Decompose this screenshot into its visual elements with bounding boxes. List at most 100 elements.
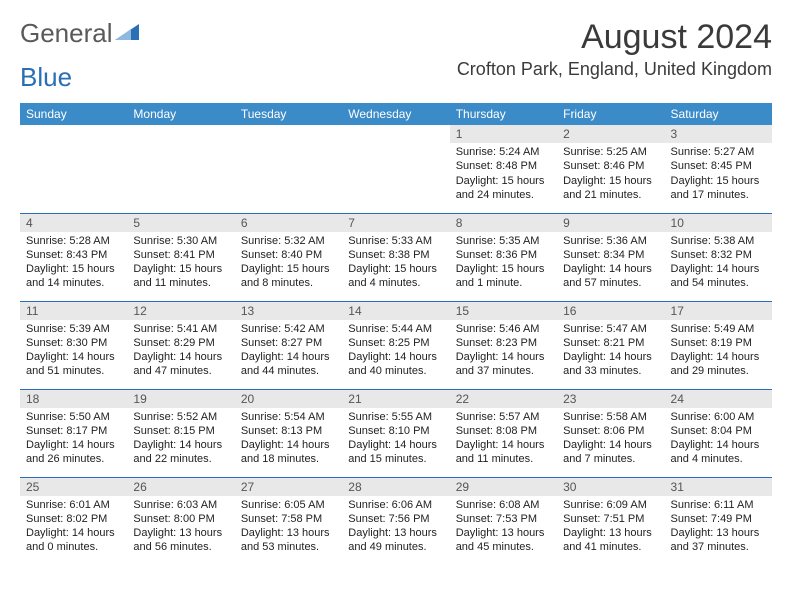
day-details: Sunrise: 6:05 AMSunset: 7:58 PMDaylight:… — [235, 496, 342, 559]
daylight-text: Daylight: 13 hours and 56 minutes. — [133, 526, 228, 555]
daylight-text: Daylight: 13 hours and 49 minutes. — [348, 526, 443, 555]
weekday-header: Saturday — [665, 103, 772, 125]
title-block: August 2024 Crofton Park, England, Unite… — [457, 18, 772, 80]
day-details: Sunrise: 5:35 AMSunset: 8:36 PMDaylight:… — [450, 232, 557, 295]
sunset-text: Sunset: 8:46 PM — [563, 159, 658, 173]
sunrise-text: Sunrise: 5:24 AM — [456, 145, 551, 159]
sunrise-text: Sunrise: 5:25 AM — [563, 145, 658, 159]
brand-word-1: General — [20, 18, 113, 49]
day-details: Sunrise: 5:50 AMSunset: 8:17 PMDaylight:… — [20, 408, 127, 471]
sunset-text: Sunset: 8:48 PM — [456, 159, 551, 173]
daylight-text: Daylight: 14 hours and 57 minutes. — [563, 262, 658, 291]
sunset-text: Sunset: 8:36 PM — [456, 248, 551, 262]
daylight-text: Daylight: 15 hours and 24 minutes. — [456, 174, 551, 203]
daylight-text: Daylight: 14 hours and 7 minutes. — [563, 438, 658, 467]
day-number: 4 — [20, 214, 127, 232]
day-details: Sunrise: 5:27 AMSunset: 8:45 PMDaylight:… — [665, 143, 772, 206]
sunrise-text: Sunrise: 5:47 AM — [563, 322, 658, 336]
day-number: 25 — [20, 478, 127, 496]
day-number: 20 — [235, 390, 342, 408]
sunrise-text: Sunrise: 5:50 AM — [26, 410, 121, 424]
weekday-header: Sunday — [20, 103, 127, 125]
sunset-text: Sunset: 8:08 PM — [456, 424, 551, 438]
day-details: Sunrise: 5:57 AMSunset: 8:08 PMDaylight:… — [450, 408, 557, 471]
day-number — [235, 125, 342, 143]
sunset-text: Sunset: 7:56 PM — [348, 512, 443, 526]
calendar-table: Sunday Monday Tuesday Wednesday Thursday… — [20, 103, 772, 565]
daylight-text: Daylight: 15 hours and 17 minutes. — [671, 174, 766, 203]
day-number — [127, 125, 234, 143]
sunset-text: Sunset: 7:49 PM — [671, 512, 766, 526]
sunset-text: Sunset: 8:21 PM — [563, 336, 658, 350]
day-number: 8 — [450, 214, 557, 232]
sunset-text: Sunset: 7:51 PM — [563, 512, 658, 526]
calendar-day-cell: 22Sunrise: 5:57 AMSunset: 8:08 PMDayligh… — [450, 389, 557, 477]
weekday-header: Friday — [557, 103, 664, 125]
day-details: Sunrise: 6:00 AMSunset: 8:04 PMDaylight:… — [665, 408, 772, 471]
weekday-header: Wednesday — [342, 103, 449, 125]
calendar-day-cell: 6 Sunrise: 5:32 AMSunset: 8:40 PMDaylight… — [235, 213, 342, 301]
calendar-day-cell: 18Sunrise: 5:50 AMSunset: 8:17 PMDayligh… — [20, 389, 127, 477]
daylight-text: Daylight: 14 hours and 15 minutes. — [348, 438, 443, 467]
sunrise-text: Sunrise: 6:06 AM — [348, 498, 443, 512]
day-details: Sunrise: 5:52 AMSunset: 8:15 PMDaylight:… — [127, 408, 234, 471]
day-number: 7 — [342, 214, 449, 232]
day-number: 15 — [450, 302, 557, 320]
calendar-day-cell: 11Sunrise: 5:39 AMSunset: 8:30 PMDayligh… — [20, 301, 127, 389]
calendar-day-cell: 23Sunrise: 5:58 AMSunset: 8:06 PMDayligh… — [557, 389, 664, 477]
daylight-text: Daylight: 14 hours and 11 minutes. — [456, 438, 551, 467]
sunrise-text: Sunrise: 5:55 AM — [348, 410, 443, 424]
sunset-text: Sunset: 8:30 PM — [26, 336, 121, 350]
calendar-day-cell: 7Sunrise: 5:33 AMSunset: 8:38 PMDaylight… — [342, 213, 449, 301]
daylight-text: Daylight: 14 hours and 51 minutes. — [26, 350, 121, 379]
sunrise-text: Sunrise: 5:30 AM — [133, 234, 228, 248]
sunrise-text: Sunrise: 5:41 AM — [133, 322, 228, 336]
sunrise-text: Sunrise: 5:46 AM — [456, 322, 551, 336]
sunset-text: Sunset: 8:19 PM — [671, 336, 766, 350]
sunset-text: Sunset: 8:02 PM — [26, 512, 121, 526]
sunrise-text: Sunrise: 5:38 AM — [671, 234, 766, 248]
sunset-text: Sunset: 7:58 PM — [241, 512, 336, 526]
brand-logo: General — [20, 18, 141, 49]
sunrise-text: Sunrise: 6:11 AM — [671, 498, 766, 512]
daylight-text: Daylight: 15 hours and 14 minutes. — [26, 262, 121, 291]
sunrise-text: Sunrise: 5:57 AM — [456, 410, 551, 424]
daylight-text: Daylight: 14 hours and 47 minutes. — [133, 350, 228, 379]
daylight-text: Daylight: 14 hours and 29 minutes. — [671, 350, 766, 379]
calendar-body: 1Sunrise: 5:24 AMSunset: 8:48 PMDaylight… — [20, 125, 772, 565]
sunset-text: Sunset: 8:40 PM — [241, 248, 336, 262]
day-details: Sunrise: 6:01 AMSunset: 8:02 PMDaylight:… — [20, 496, 127, 559]
sunset-text: Sunset: 8:00 PM — [133, 512, 228, 526]
calendar-day-cell: 28Sunrise: 6:06 AMSunset: 7:56 PMDayligh… — [342, 477, 449, 565]
sunset-text: Sunset: 8:41 PM — [133, 248, 228, 262]
calendar-day-cell: 15Sunrise: 5:46 AMSunset: 8:23 PMDayligh… — [450, 301, 557, 389]
sunrise-text: Sunrise: 5:35 AM — [456, 234, 551, 248]
daylight-text: Daylight: 13 hours and 53 minutes. — [241, 526, 336, 555]
day-number: 13 — [235, 302, 342, 320]
calendar-day-cell — [235, 125, 342, 213]
day-number: 27 — [235, 478, 342, 496]
sunset-text: Sunset: 8:06 PM — [563, 424, 658, 438]
calendar-day-cell: 14Sunrise: 5:44 AMSunset: 8:25 PMDayligh… — [342, 301, 449, 389]
day-number: 6 — [235, 214, 342, 232]
sunrise-text: Sunrise: 6:05 AM — [241, 498, 336, 512]
day-details: Sunrise: 5:24 AMSunset: 8:48 PMDaylight:… — [450, 143, 557, 206]
sunrise-text: Sunrise: 5:32 AM — [241, 234, 336, 248]
day-details: Sunrise: 5:38 AMSunset: 8:32 PMDaylight:… — [665, 232, 772, 295]
calendar-day-cell: 13Sunrise: 5:42 AMSunset: 8:27 PMDayligh… — [235, 301, 342, 389]
day-number: 3 — [665, 125, 772, 143]
daylight-text: Daylight: 15 hours and 8 minutes. — [241, 262, 336, 291]
daylight-text: Daylight: 14 hours and 54 minutes. — [671, 262, 766, 291]
day-details — [342, 143, 449, 149]
weekday-header: Thursday — [450, 103, 557, 125]
daylight-text: Daylight: 15 hours and 11 minutes. — [133, 262, 228, 291]
month-title: August 2024 — [457, 18, 772, 57]
calendar-day-cell: 1Sunrise: 5:24 AMSunset: 8:48 PMDaylight… — [450, 125, 557, 213]
calendar-day-cell: 29Sunrise: 6:08 AMSunset: 7:53 PMDayligh… — [450, 477, 557, 565]
calendar-day-cell: 12Sunrise: 5:41 AMSunset: 8:29 PMDayligh… — [127, 301, 234, 389]
day-number: 9 — [557, 214, 664, 232]
day-number: 2 — [557, 125, 664, 143]
daylight-text: Daylight: 14 hours and 40 minutes. — [348, 350, 443, 379]
calendar-day-cell: 30Sunrise: 6:09 AMSunset: 7:51 PMDayligh… — [557, 477, 664, 565]
day-details: Sunrise: 5:58 AMSunset: 8:06 PMDaylight:… — [557, 408, 664, 471]
